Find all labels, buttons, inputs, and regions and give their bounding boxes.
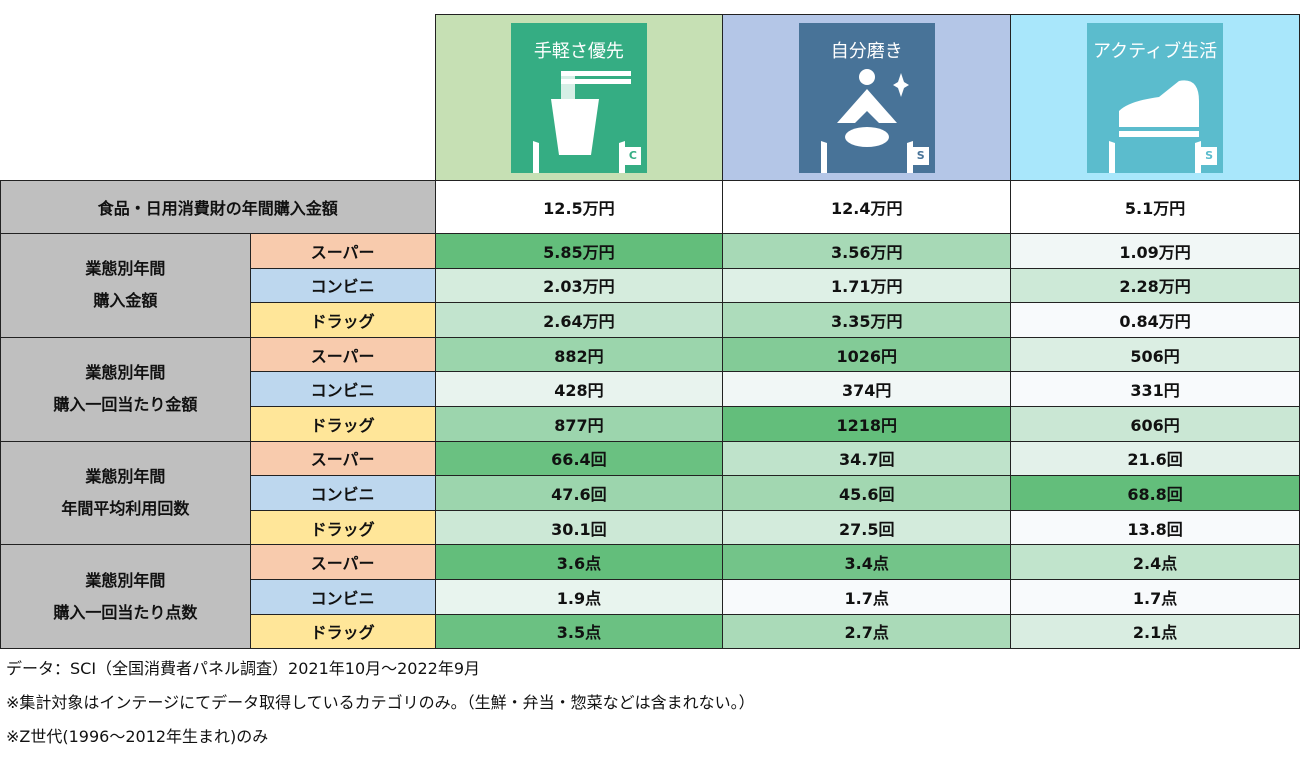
segment-header: 自分磨き S bbox=[722, 14, 1012, 181]
metric-cell: 2.64万円 bbox=[434, 302, 724, 338]
metric-cell: 1.7点 bbox=[1010, 578, 1300, 615]
segment-header: 手軽さ優先 C bbox=[434, 14, 724, 181]
note-generation: ※Z世代(1996～2012年生まれ)のみ bbox=[6, 727, 269, 746]
segment-badge: C bbox=[624, 146, 641, 165]
total-value: 5.1万円 bbox=[1010, 180, 1300, 234]
metric-cell: 1218円 bbox=[722, 405, 1012, 442]
metric-cell: 428円 bbox=[434, 371, 724, 407]
channel-label: ドラッグ bbox=[249, 509, 436, 546]
segment-icon-card: アクティブ生活 S bbox=[1087, 22, 1224, 173]
channel-label: ドラッグ bbox=[249, 613, 436, 650]
metric-cell: 882円 bbox=[434, 336, 724, 373]
group-label-line1: 業態別年間 bbox=[85, 259, 166, 279]
segment-name: 手軽さ優先 bbox=[533, 40, 624, 62]
group-label-line2: 購入金額 bbox=[93, 291, 158, 311]
segment-name: アクティブ生活 bbox=[1093, 40, 1218, 62]
channel-label: コンビニ bbox=[249, 475, 436, 511]
metric-cell: 45.6回 bbox=[722, 475, 1012, 511]
metric-cell: 2.1点 bbox=[1010, 613, 1300, 650]
metric-cell: 1.71万円 bbox=[722, 267, 1012, 304]
metric-cell: 331円 bbox=[1010, 371, 1300, 407]
note-source: データ：SCI（全国消費者パネル調査）2021年10月～2022年9月 bbox=[6, 659, 481, 678]
channel-label: コンビニ bbox=[249, 371, 436, 407]
metric-cell: 21.6回 bbox=[1010, 440, 1300, 477]
channel-label: コンビニ bbox=[249, 267, 436, 304]
metric-cell: 2.03万円 bbox=[434, 267, 724, 304]
total-label: 食品・日用消費財の年間購入金額 bbox=[0, 180, 436, 234]
channel-label: スーパー bbox=[249, 336, 436, 373]
channel-label: スーパー bbox=[249, 440, 436, 477]
metric-cell: 2.28万円 bbox=[1010, 267, 1300, 304]
segment-icon-card: 自分磨き S bbox=[798, 22, 935, 173]
metric-cell: 877円 bbox=[434, 405, 724, 442]
metric-cell: 34.7回 bbox=[722, 440, 1012, 477]
metric-cell: 27.5回 bbox=[722, 509, 1012, 546]
metric-cell: 374円 bbox=[722, 371, 1012, 407]
segment-icon-card: 手軽さ優先 C bbox=[510, 22, 647, 173]
metric-cell: 506円 bbox=[1010, 336, 1300, 373]
segment-header: アクティブ生活 S bbox=[1010, 14, 1300, 181]
metric-cell: 13.8回 bbox=[1010, 509, 1300, 546]
metric-cell: 3.56万円 bbox=[722, 233, 1012, 269]
metric-cell: 5.85万円 bbox=[434, 233, 724, 269]
channel-label: スーパー bbox=[249, 544, 436, 580]
metric-cell: 47.6回 bbox=[434, 475, 724, 511]
corner-blank bbox=[0, 14, 436, 181]
group-label: 業態別年間購入一回当たり金額 bbox=[0, 336, 251, 442]
segment-badge: S bbox=[1201, 146, 1218, 165]
metric-cell: 1.9点 bbox=[434, 578, 724, 615]
note-scope: ※集計対象はインテージにてデータ取得しているカテゴリのみ。（生鮮・弁当・惣菜など… bbox=[6, 693, 755, 712]
group-label: 業態別年間年間平均利用回数 bbox=[0, 440, 251, 546]
metric-cell: 3.5点 bbox=[434, 613, 724, 650]
channel-label: コンビニ bbox=[249, 578, 436, 615]
segment-name: 自分磨き bbox=[830, 40, 903, 62]
notes: データ：SCI（全国消費者パネル調査）2021年10月～2022年9月 ※集計対… bbox=[6, 652, 755, 754]
channel-label: ドラッグ bbox=[249, 405, 436, 442]
metric-cell: 1.7点 bbox=[722, 578, 1012, 615]
metric-cell: 68.8回 bbox=[1010, 475, 1300, 511]
group-label: 業態別年間購入一回当たり点数 bbox=[0, 544, 251, 650]
metric-cell: 3.35万円 bbox=[722, 302, 1012, 338]
metric-cell: 30.1回 bbox=[434, 509, 724, 546]
metric-cell: 1026円 bbox=[722, 336, 1012, 373]
metric-cell: 606円 bbox=[1010, 405, 1300, 442]
metric-cell: 3.6点 bbox=[434, 544, 724, 580]
metric-cell: 1.09万円 bbox=[1010, 233, 1300, 269]
channel-label: ドラッグ bbox=[249, 302, 436, 338]
group-label-line2: 購入一回当たり点数 bbox=[53, 602, 198, 622]
metric-cell: 0.84万円 bbox=[1010, 302, 1300, 338]
group-label-line2: 購入一回当たり金額 bbox=[53, 395, 198, 415]
group-label-line2: 年間平均利用回数 bbox=[61, 498, 190, 518]
group-label-line1: 業態別年間 bbox=[85, 363, 166, 383]
group-label-line1: 業態別年間 bbox=[85, 570, 166, 590]
channel-label: スーパー bbox=[249, 233, 436, 269]
segment-badge: S bbox=[912, 146, 929, 165]
metric-cell: 2.7点 bbox=[722, 613, 1012, 650]
metric-cell: 66.4回 bbox=[434, 440, 724, 477]
group-label: 業態別年間 購入金額 bbox=[0, 233, 251, 338]
metric-cell: 2.4点 bbox=[1010, 544, 1300, 580]
segment-comparison-table: 手軽さ優先 C 自分磨き S アクティブ生活 S 食品・日用消費財の年間購入金額 12.5万円… bbox=[0, 14, 1300, 650]
group-label-line1: 業態別年間 bbox=[85, 466, 166, 486]
total-value: 12.4万円 bbox=[722, 180, 1012, 234]
total-value: 12.5万円 bbox=[434, 180, 724, 234]
metric-cell: 3.4点 bbox=[722, 544, 1012, 580]
